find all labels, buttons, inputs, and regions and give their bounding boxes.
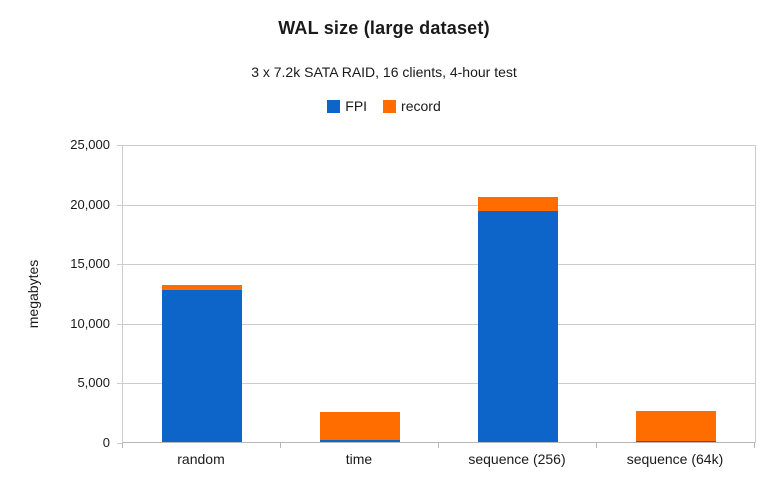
bar-segment-record-sequence-64k bbox=[636, 410, 716, 441]
legend: FPI record bbox=[0, 98, 768, 114]
y-tick-mark bbox=[117, 264, 122, 266]
bar-segment-fpi-sequence-256 bbox=[478, 210, 558, 443]
y-tick-mark bbox=[117, 323, 122, 325]
chart-title: WAL size (large dataset) bbox=[278, 18, 490, 38]
chart-subtitle: 3 x 7.2k SATA RAID, 16 clients, 4-hour t… bbox=[251, 64, 517, 80]
legend-swatch-fpi-icon bbox=[327, 99, 341, 113]
legend-swatch-record-icon bbox=[383, 99, 397, 113]
bar-segment-record-sequence-256 bbox=[478, 196, 558, 211]
bar-segment-fpi-time bbox=[320, 440, 400, 443]
y-tick-label: 0 bbox=[102, 435, 110, 450]
y-tick-label: 25,000 bbox=[70, 137, 110, 152]
x-tick-label-sequence-256: sequence (256) bbox=[468, 451, 566, 467]
x-tick-mark bbox=[596, 443, 597, 448]
x-tick-mark bbox=[754, 443, 755, 448]
y-tick-mark bbox=[117, 204, 122, 206]
y-tick-mark bbox=[117, 443, 122, 444]
bar-segment-record-random bbox=[162, 285, 242, 291]
y-tick-label: 20,000 bbox=[70, 196, 110, 212]
plot-area bbox=[122, 145, 756, 443]
bar-segment-fpi-sequence-64k bbox=[636, 440, 716, 443]
y-tick-label: 15,000 bbox=[70, 256, 110, 272]
legend-item-record: record bbox=[383, 98, 441, 114]
x-tick-label-sequence-64k: sequence (64k) bbox=[626, 451, 724, 467]
legend-item-fpi: FPI bbox=[327, 98, 367, 114]
y-tick-label: 10,000 bbox=[70, 315, 110, 331]
gridline bbox=[123, 323, 755, 325]
x-tick-mark bbox=[280, 443, 281, 448]
legend-label-fpi: FPI bbox=[345, 98, 368, 114]
x-tick-label-time: time bbox=[345, 451, 373, 467]
x-tick-label-random: random bbox=[177, 451, 225, 467]
gridline bbox=[123, 383, 755, 385]
gridline bbox=[123, 264, 755, 266]
x-tick-mark bbox=[438, 443, 439, 448]
y-tick-mark bbox=[117, 145, 122, 146]
x-axis-line bbox=[123, 442, 755, 443]
legend-label-record: record bbox=[401, 98, 441, 114]
bar-segment-fpi-random bbox=[162, 290, 242, 443]
y-tick-mark bbox=[117, 383, 122, 385]
gridline bbox=[123, 145, 755, 146]
bar-segment-record-time bbox=[320, 412, 400, 441]
x-tick-mark bbox=[122, 443, 123, 448]
y-tick-label: 5,000 bbox=[77, 375, 110, 391]
gridline bbox=[123, 204, 755, 206]
